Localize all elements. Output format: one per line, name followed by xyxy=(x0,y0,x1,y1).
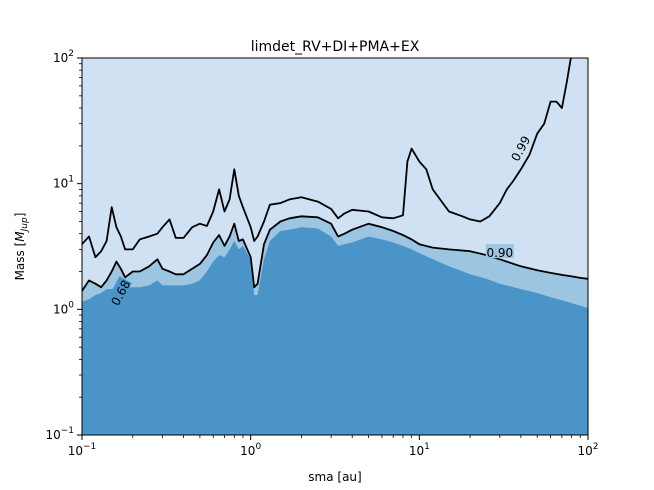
y-tick-label: 102 xyxy=(53,49,74,65)
contour-label-bg xyxy=(106,276,132,308)
contour-lines xyxy=(82,58,588,292)
y-tick-label: 10−1 xyxy=(45,426,74,442)
contour-label-bg xyxy=(506,132,532,164)
plot-frame xyxy=(81,57,589,436)
y-axis-label-close: ] xyxy=(13,213,27,218)
y-axis: 10−1 100 101 102 xyxy=(45,49,82,442)
y-axis-label: Mass [MJup] xyxy=(13,213,30,281)
x-axis: 10−1 100 101 102 xyxy=(68,435,599,458)
y-tick-label: 100 xyxy=(53,300,74,316)
x-tick-label: 10−1 xyxy=(68,442,97,458)
x-tick-label: 102 xyxy=(577,442,598,458)
y-axis-label-main: Mass [ xyxy=(13,242,27,281)
y-axis-label-subscript: Jup xyxy=(20,217,30,233)
contour-labels: 0.680.900.99 xyxy=(106,132,533,308)
chart-title: limdet_RV+DI+PMA+EX xyxy=(251,39,420,55)
y-axis-label-symbol: M xyxy=(13,231,27,242)
contour-line-0.90 xyxy=(82,215,588,292)
x-tick-label: 100 xyxy=(240,442,261,458)
contour-label-0.90: 0.90 xyxy=(486,246,513,260)
y-tick-label: 101 xyxy=(53,175,74,191)
contour-line-0.99 xyxy=(82,58,572,259)
contour-label-bg xyxy=(485,244,514,259)
x-tick-label: 101 xyxy=(409,442,430,458)
x-axis-label: sma [au] xyxy=(308,470,361,484)
region-0.68 xyxy=(82,227,588,435)
